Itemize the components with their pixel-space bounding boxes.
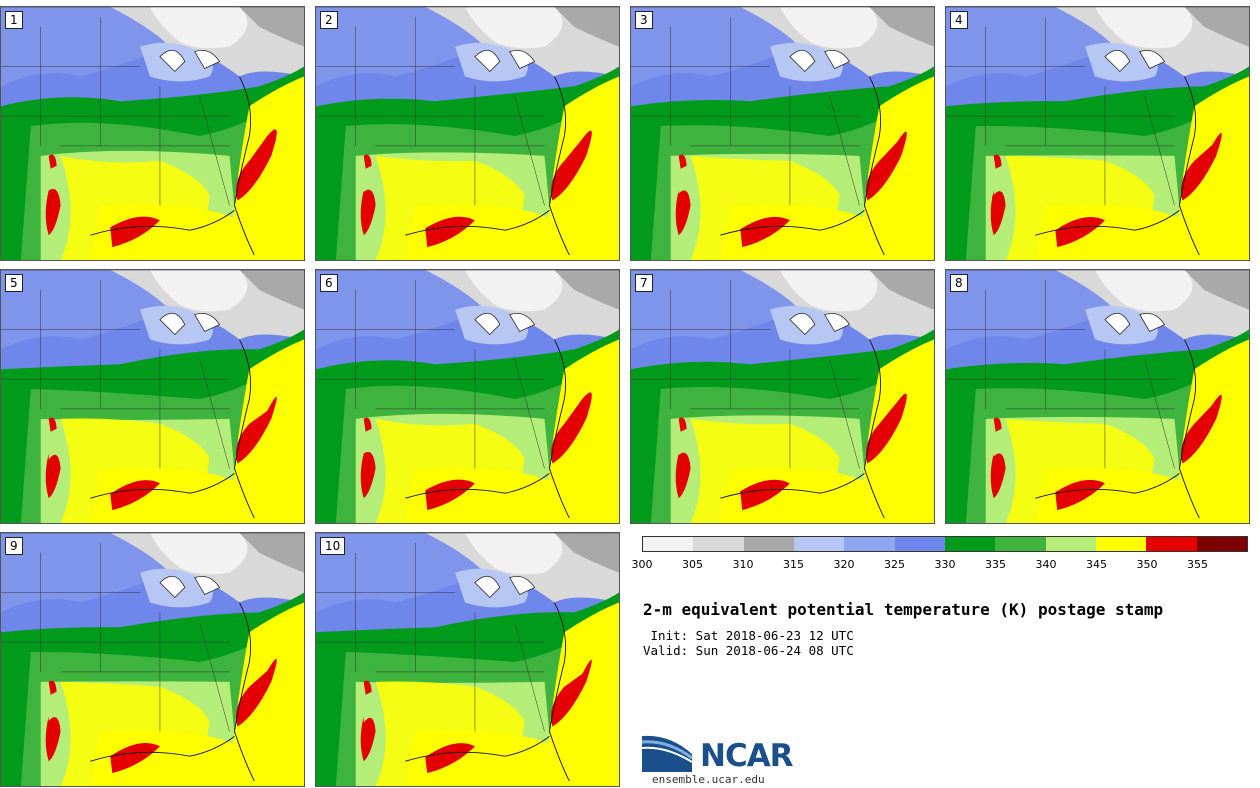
- colorbar-segment: [1095, 537, 1147, 551]
- colorbar-segment: [693, 537, 744, 551]
- member-number-label: 6: [320, 274, 338, 292]
- member-number-label: 10: [320, 537, 346, 555]
- member-number-label: 9: [5, 537, 23, 555]
- colorbar-tick-label: 340: [1035, 558, 1057, 571]
- valid-time: Valid: Sun 2018-06-24 08 UTC: [643, 643, 854, 658]
- member-number-label: 3: [635, 11, 653, 29]
- colorbar-tick-label: 320: [833, 558, 855, 571]
- member-map-panel: 10: [315, 532, 620, 787]
- colorbar-segment: [844, 537, 895, 551]
- ncar-logo-text: NCAR: [700, 738, 794, 774]
- colorbar-tick-label: 300: [631, 558, 653, 571]
- member-map-panel: 1: [0, 6, 305, 261]
- colorbar-segment: [1196, 537, 1247, 551]
- colorbar-tick-label: 310: [732, 558, 754, 571]
- colorbar-tick-label: 305: [682, 558, 703, 571]
- colorbar-tick-labels: 300 305 310 315 320 325 330 335 340 345 350 355: [632, 558, 1248, 572]
- member-number-label: 2: [320, 11, 338, 29]
- colorbar-segment: [944, 537, 996, 551]
- member-number-label: 5: [5, 274, 23, 292]
- member-map-panel: 5: [0, 269, 305, 524]
- ncar-logo-icon: [642, 732, 693, 772]
- colorbar-segment: [743, 537, 794, 551]
- init-time: Init: Sat 2018-06-23 12 UTC: [643, 628, 854, 643]
- colorbar: [642, 536, 1248, 552]
- member-map-panel: 8: [945, 269, 1250, 524]
- colorbar-tick-label: 345: [1086, 558, 1107, 571]
- member-map-panel: 7: [630, 269, 935, 524]
- colorbar-segment: [1045, 537, 1096, 551]
- colorbar-tick-label: 330: [934, 558, 956, 571]
- colorbar-segment: [995, 537, 1046, 551]
- member-map-panel: 6: [315, 269, 620, 524]
- member-map-panel: 2: [315, 6, 620, 261]
- colorbar-tick-label: 315: [783, 558, 804, 571]
- colorbar-tick-label: 355: [1187, 558, 1208, 571]
- colorbar-segment: [894, 537, 945, 551]
- member-map-panel: 3: [630, 6, 935, 261]
- member-number-label: 7: [635, 274, 653, 292]
- figure-title: 2-m equivalent potential temperature (K)…: [643, 600, 1164, 619]
- member-map-panel: 4: [945, 6, 1250, 261]
- colorbar-segment: [1146, 537, 1197, 551]
- member-number-label: 8: [950, 274, 968, 292]
- website-url: ensemble.ucar.edu: [652, 773, 765, 786]
- colorbar-tick-label: 335: [985, 558, 1006, 571]
- colorbar-segment: [793, 537, 845, 551]
- member-number-label: 1: [5, 11, 23, 29]
- member-number-label: 4: [950, 11, 968, 29]
- member-map-panel: 9: [0, 532, 305, 787]
- colorbar-tick-label: 325: [884, 558, 905, 571]
- colorbar-segment: [643, 537, 694, 551]
- colorbar-tick-label: 350: [1136, 558, 1158, 571]
